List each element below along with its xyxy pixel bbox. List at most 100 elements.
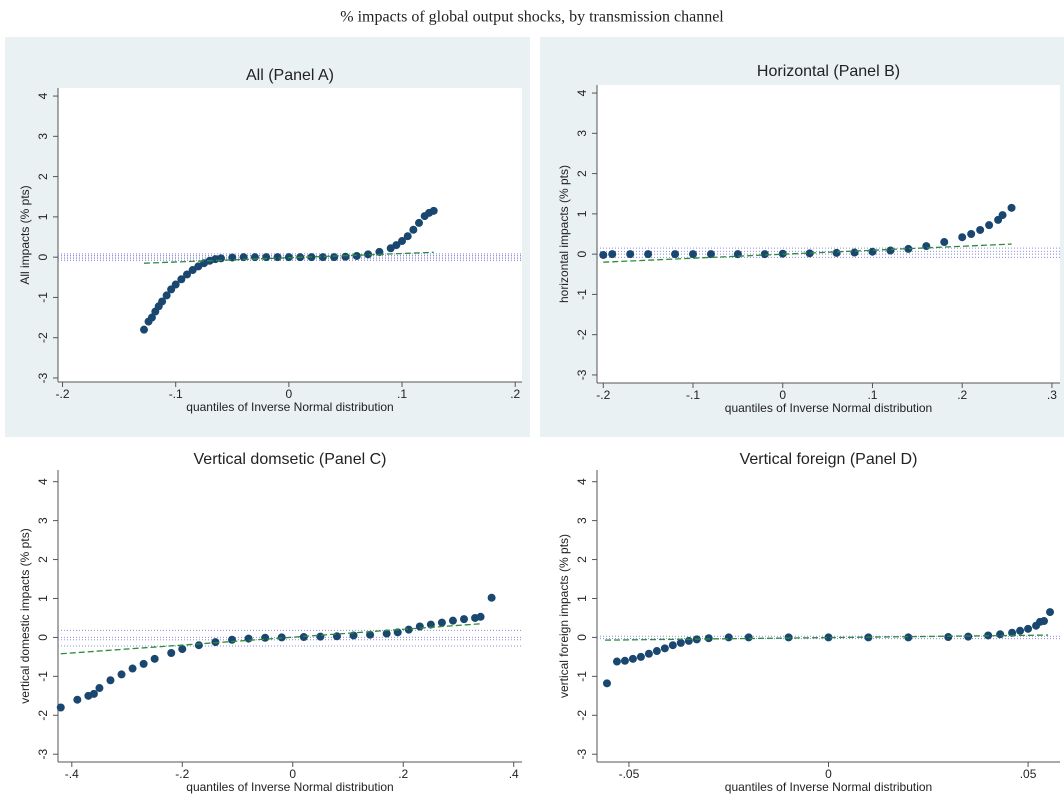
point: [273, 253, 282, 262]
y-tick-label: -3: [36, 749, 50, 760]
y-tick-label: 4: [575, 89, 589, 96]
x-tick-label: -.1: [169, 387, 183, 401]
figure-title: % impacts of global output shocks, by tr…: [340, 9, 724, 26]
point: [403, 232, 412, 241]
y-tick-label: 2: [36, 556, 50, 563]
point: [744, 633, 753, 642]
panel-title: Vertical foreign (Panel D): [740, 451, 918, 468]
point: [139, 659, 148, 668]
point: [437, 618, 446, 627]
point: [628, 654, 637, 663]
y-tick-label: 3: [36, 133, 50, 140]
x-tick-label: -.2: [596, 388, 610, 402]
point: [832, 248, 841, 257]
point: [1008, 628, 1017, 637]
x-tick-label: .3: [1047, 388, 1057, 402]
y-tick-label: 0: [575, 250, 589, 257]
x-tick-label: -.05: [619, 767, 640, 781]
point: [998, 211, 1007, 220]
point: [1016, 626, 1025, 635]
point: [644, 250, 653, 259]
point: [89, 689, 98, 698]
y-tick-label: -2: [575, 329, 589, 340]
x-tick-label: 0: [286, 387, 293, 401]
point: [177, 275, 186, 284]
point: [684, 636, 693, 645]
y-tick-label: -2: [575, 710, 589, 721]
point: [128, 664, 137, 673]
panel-title: All (Panel A): [246, 67, 334, 84]
point: [1040, 617, 1049, 626]
point: [183, 270, 192, 279]
y-tick-label: -1: [36, 292, 50, 303]
point: [608, 250, 617, 259]
y-tick-label: 2: [575, 556, 589, 563]
y-tick-label: -2: [36, 710, 50, 721]
point: [228, 635, 236, 644]
point: [626, 250, 635, 259]
point: [56, 703, 65, 712]
point: [940, 238, 949, 247]
y-tick-label: -3: [575, 749, 589, 760]
point: [140, 325, 149, 334]
x-tick-label: .1: [397, 387, 407, 401]
fit-line: [604, 634, 1049, 641]
point: [996, 630, 1005, 639]
point: [448, 616, 457, 625]
x-tick-label: .2: [510, 387, 520, 401]
y-tick-label: 0: [36, 634, 50, 641]
point: [922, 242, 931, 251]
y-tick-label: 3: [575, 130, 589, 137]
point: [194, 641, 203, 650]
y-tick-label: -3: [575, 369, 589, 380]
point: [392, 241, 401, 250]
point: [188, 266, 197, 275]
point: [644, 649, 653, 658]
point: [652, 647, 661, 656]
x-axis-title: quantiles of Inverse Normal distribution: [186, 400, 393, 414]
point: [671, 250, 680, 259]
point: [602, 679, 611, 688]
point: [398, 237, 407, 246]
x-tick-label: .1: [867, 388, 877, 402]
y-tick-label: 1: [36, 595, 50, 602]
point: [364, 250, 373, 259]
point: [216, 254, 225, 263]
plot-area: [58, 470, 522, 762]
x-axis-title: quantiles of Inverse Normal distribution: [725, 401, 932, 415]
y-tick-label: -2: [36, 332, 50, 343]
point: [415, 622, 424, 631]
point: [106, 676, 115, 685]
point: [341, 252, 350, 261]
x-axis-title: quantiles of Inverse Normal distribution: [186, 780, 393, 794]
plot-area: [597, 470, 1060, 762]
y-tick-label: 0: [575, 634, 589, 641]
y-tick-label: 1: [36, 213, 50, 220]
point: [904, 633, 913, 642]
x-axis-title: quantiles of Inverse Normal distribution: [725, 780, 932, 794]
point: [904, 244, 913, 253]
fit-line: [603, 243, 1012, 263]
point: [171, 280, 180, 289]
y-axis-title: vertical foreign impacts (% pts): [557, 534, 571, 698]
x-tick-label: -.4: [65, 767, 79, 781]
panel-title: Vertical domsetic (Panel C): [194, 451, 387, 468]
point: [778, 249, 787, 258]
x-tick-label: -.1: [686, 388, 700, 402]
fit-line: [60, 623, 481, 655]
x-tick-label: 0: [289, 767, 296, 781]
point: [167, 648, 176, 657]
point: [967, 230, 976, 238]
plot-area: [58, 88, 522, 382]
point: [976, 225, 985, 234]
x-tick-label: .2: [398, 767, 408, 781]
y-tick-label: 3: [575, 517, 589, 524]
point: [244, 634, 253, 643]
y-tick-label: 2: [575, 170, 589, 177]
y-tick-label: -1: [36, 671, 50, 682]
x-tick-label: .4: [509, 767, 519, 781]
point: [636, 652, 645, 661]
y-axis-title: All impacts (% pts): [18, 185, 32, 284]
fit-line: [143, 251, 434, 264]
point: [668, 641, 677, 650]
